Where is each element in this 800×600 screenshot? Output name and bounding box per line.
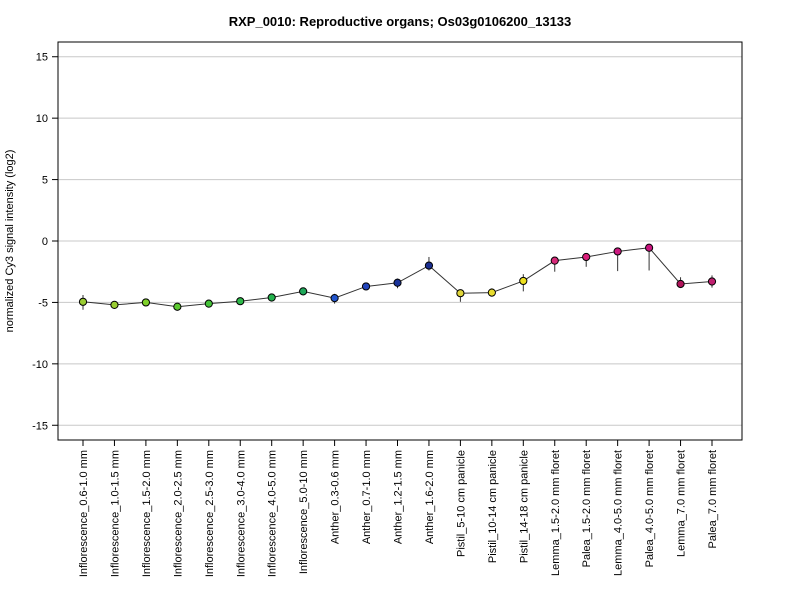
x-tick-label: Anther_1.2-1.5 mm xyxy=(393,450,405,544)
x-tick-label: Inflorescence_5.0-10 mm xyxy=(298,450,310,574)
chart-title: RXP_0010: Reproductive organs; Os03g0106… xyxy=(229,14,572,29)
data-point xyxy=(141,298,150,307)
data-point xyxy=(236,297,245,306)
data-point xyxy=(613,247,622,256)
x-tick-label: Pistil_5-10 cm panicle xyxy=(455,450,467,557)
x-tick-label: Palea_4.0-5.0 mm floret xyxy=(644,450,656,567)
data-point xyxy=(78,297,88,306)
x-tick-label: Pistil_10-14 cm panicle xyxy=(487,450,499,563)
x-tick-label: Palea_1.5-2.0 mm floret xyxy=(581,450,593,567)
y-tick-label: 5 xyxy=(42,175,48,187)
x-tick-label: Inflorescence_2.0-2.5 mm xyxy=(172,450,184,577)
x-tick-label: Lemma_1.5-2.0 mm floret xyxy=(550,450,562,576)
data-point xyxy=(424,261,434,270)
data-point xyxy=(299,287,308,296)
data-point xyxy=(110,300,119,309)
y-tick-label: 10 xyxy=(36,113,48,125)
y-tick-label: -5 xyxy=(38,297,48,309)
plot-frame xyxy=(57,41,743,441)
x-tick-label: Anther_0.3-0.6 mm xyxy=(330,450,342,544)
x-tick-label: Palea_7.0 mm floret xyxy=(707,450,719,548)
y-axis-label: normalized Cy3 signal intensity (log2) xyxy=(4,150,16,333)
data-point xyxy=(456,289,465,298)
x-tick-label: Anther_0.7-1.0 mm xyxy=(361,450,373,544)
data-point xyxy=(173,302,182,311)
data-point xyxy=(487,288,496,297)
data-point xyxy=(361,282,371,291)
y-tick-label: -10 xyxy=(32,359,48,371)
data-point xyxy=(707,277,717,286)
x-tick-label: Lemma_7.0 mm floret xyxy=(676,450,688,557)
data-point xyxy=(519,276,528,286)
data-point xyxy=(676,279,685,289)
y-tick-label: 0 xyxy=(42,236,48,248)
x-tick-label: Inflorescence_2.5-3.0 mm xyxy=(204,450,216,577)
grid-lines xyxy=(58,56,742,426)
x-tick-label: Inflorescence_0.6-1.0 mm xyxy=(78,450,90,577)
data-point xyxy=(393,278,402,287)
data-point xyxy=(267,293,276,302)
y-tick-label: -15 xyxy=(32,420,48,432)
x-tick-labels: Inflorescence_0.6-1.0 mm Inflorescence_1.… xyxy=(78,450,719,577)
data-point xyxy=(582,252,591,262)
x-tick-label: Inflorescence_3.0-4.0 mm xyxy=(235,450,247,577)
x-tick-label: Inflorescence_1.0-1.5 mm xyxy=(109,450,121,577)
data-points xyxy=(78,243,717,311)
axes: -15 -10 -5 0 5 10 15 xyxy=(32,52,713,446)
x-tick-label: Lemma_4.0-5.0 mm floret xyxy=(613,450,625,576)
data-point xyxy=(645,243,654,252)
x-tick-label: Inflorescence_1.5-2.0 mm xyxy=(141,450,153,577)
y-tick-label: 15 xyxy=(36,52,48,64)
x-tick-label: Pistil_14-18 cm panicle xyxy=(518,450,530,563)
x-tick-label: Anther_1.6-2.0 mm xyxy=(424,450,436,544)
data-point xyxy=(204,299,213,308)
data-point xyxy=(330,294,339,303)
x-tick-label: Inflorescence_4.0-5.0 mm xyxy=(267,450,279,577)
data-point xyxy=(550,256,559,265)
